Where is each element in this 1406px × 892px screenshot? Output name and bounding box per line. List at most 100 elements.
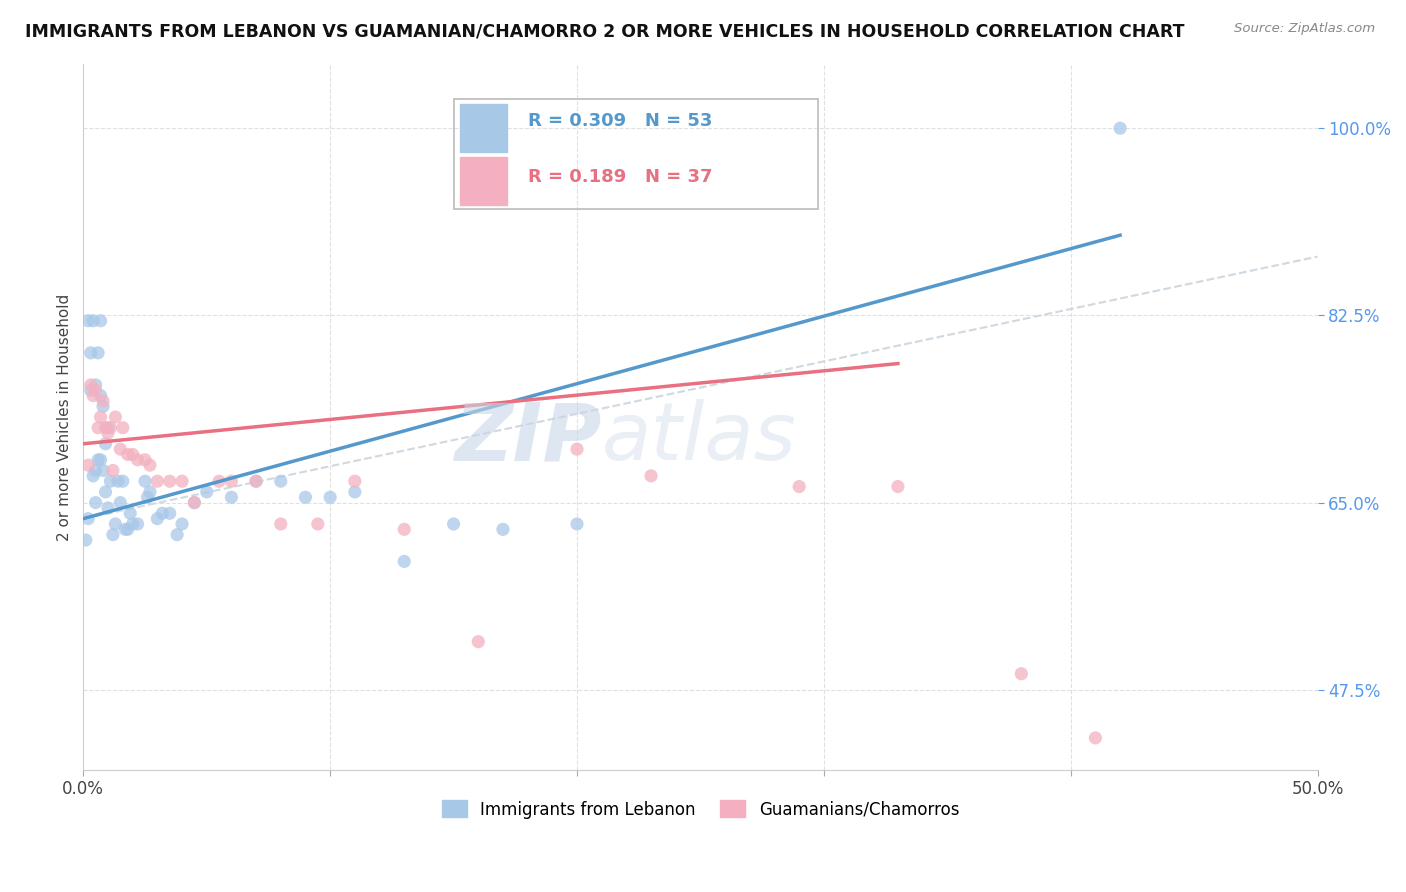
Point <box>77 314 100 328</box>
Text: R = 0.189   N = 37: R = 0.189 N = 37 <box>527 168 711 186</box>
Point <box>166 527 188 541</box>
Point <box>136 490 159 504</box>
Point <box>1010 666 1032 681</box>
Bar <box>454 99 818 209</box>
Point <box>127 516 149 531</box>
Point <box>90 314 112 328</box>
Point <box>492 522 515 536</box>
Point <box>146 511 169 525</box>
Point <box>139 458 162 472</box>
Point <box>77 458 100 472</box>
Point <box>127 452 149 467</box>
Point <box>117 447 139 461</box>
Point <box>87 346 110 360</box>
Point <box>195 484 218 499</box>
Point <box>104 516 127 531</box>
Point <box>111 421 134 435</box>
Legend: Immigrants from Lebanon, Guamanians/Chamorros: Immigrants from Lebanon, Guamanians/Cham… <box>434 794 966 825</box>
Y-axis label: 2 or more Vehicles in Household: 2 or more Vehicles in Household <box>58 293 72 541</box>
Point <box>84 384 107 398</box>
Bar <box>460 157 506 205</box>
Point <box>84 495 107 509</box>
Point <box>82 468 104 483</box>
Point <box>208 474 231 488</box>
Point <box>159 506 181 520</box>
Point <box>80 346 103 360</box>
Point <box>117 522 139 536</box>
Point <box>101 527 124 541</box>
Point <box>110 495 132 509</box>
Point <box>94 484 117 499</box>
Point <box>94 421 117 435</box>
Point <box>343 484 366 499</box>
Point <box>270 474 292 488</box>
Point <box>443 516 465 531</box>
Point <box>82 314 104 328</box>
Text: Source: ZipAtlas.com: Source: ZipAtlas.com <box>1234 22 1375 36</box>
Point <box>392 522 415 536</box>
Point <box>121 516 143 531</box>
Point <box>87 452 110 467</box>
Point <box>319 490 342 504</box>
Point <box>294 490 316 504</box>
Point <box>245 474 267 488</box>
Point <box>80 378 103 392</box>
Point <box>787 479 810 493</box>
Point <box>111 474 134 488</box>
Point <box>75 533 97 547</box>
Point <box>392 554 415 568</box>
Point <box>221 474 243 488</box>
Text: IMMIGRANTS FROM LEBANON VS GUAMANIAN/CHAMORRO 2 OR MORE VEHICLES IN HOUSEHOLD CO: IMMIGRANTS FROM LEBANON VS GUAMANIAN/CHA… <box>25 22 1185 40</box>
Point <box>107 474 129 488</box>
Point <box>467 634 489 648</box>
Point <box>82 389 104 403</box>
Text: ZIP: ZIP <box>454 400 602 477</box>
Bar <box>460 104 506 153</box>
Point <box>170 474 193 488</box>
Point <box>887 479 910 493</box>
Point <box>270 516 292 531</box>
Point <box>120 506 142 520</box>
Point <box>97 426 120 441</box>
Point <box>84 378 107 392</box>
Point <box>94 436 117 450</box>
Point <box>97 500 120 515</box>
Point <box>91 394 114 409</box>
Point <box>80 384 103 398</box>
Point <box>110 442 132 456</box>
Point <box>1109 121 1132 136</box>
Point <box>183 495 205 509</box>
Point <box>170 516 193 531</box>
Point <box>1084 731 1107 745</box>
Point <box>77 511 100 525</box>
Point <box>90 410 112 425</box>
Point <box>307 516 329 531</box>
Point <box>101 463 124 477</box>
Point <box>97 421 120 435</box>
Point <box>221 490 243 504</box>
Point <box>121 447 143 461</box>
Point <box>90 389 112 403</box>
Point <box>139 484 162 499</box>
Point <box>150 506 173 520</box>
Point <box>159 474 181 488</box>
Point <box>134 452 156 467</box>
Point <box>114 522 136 536</box>
Point <box>87 421 110 435</box>
Point <box>343 474 366 488</box>
Point <box>91 463 114 477</box>
Point <box>640 468 662 483</box>
Point <box>90 452 112 467</box>
Point <box>100 421 122 435</box>
Point <box>91 400 114 414</box>
Point <box>84 463 107 477</box>
Text: atlas: atlas <box>602 400 796 477</box>
Text: R = 0.309   N = 53: R = 0.309 N = 53 <box>527 112 711 129</box>
Point <box>134 474 156 488</box>
Point <box>100 474 122 488</box>
Point <box>183 495 205 509</box>
Point <box>146 474 169 488</box>
Point <box>104 410 127 425</box>
Point <box>565 442 588 456</box>
Point <box>565 516 588 531</box>
